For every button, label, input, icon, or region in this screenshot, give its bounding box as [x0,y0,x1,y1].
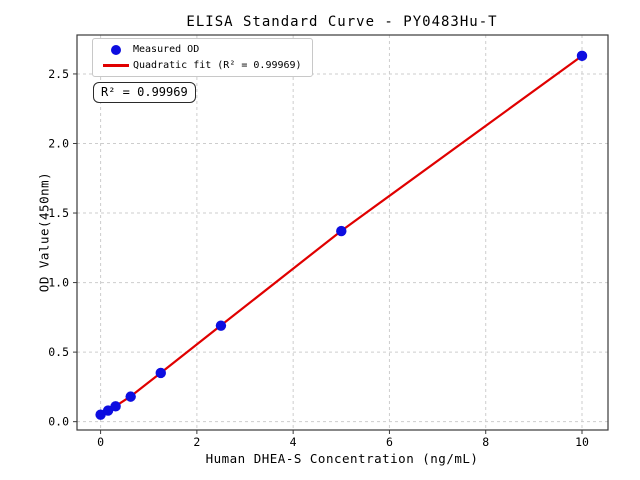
x-tick-label: 2 [193,435,200,449]
data-point [155,367,166,379]
legend-marker-cell [99,64,133,67]
x-tick-label: 10 [575,435,589,449]
x-tick-label: 8 [482,435,489,449]
measured-od-dot-icon [111,44,121,55]
legend-label-quadratic-fit: Quadratic fit (R² = 0.99969) [133,60,302,71]
data-point [576,50,588,62]
plot-frame [76,34,609,431]
data-point [125,391,136,402]
y-tick-label: 0.5 [48,345,69,359]
legend-entry-measured-od: Measured OD [99,44,302,55]
x-tick-label: 0 [97,435,104,449]
y-tick-label: 1.5 [48,206,69,220]
y-tick-label: 2.5 [48,67,69,81]
legend: Measured OD Quadratic fit (R² = 0.99969) [92,38,313,77]
legend-label-measured-od: Measured OD [133,44,200,55]
data-point [336,225,347,237]
r-squared-annotation: R² = 0.99969 [93,82,196,103]
x-axis-label: Human DHEA-S Concentration (ng/mL) [205,451,479,466]
x-tick-label: 6 [386,435,393,449]
chart-title: ELISA Standard Curve - PY0483Hu-T [186,14,498,30]
y-tick-label: 1.0 [48,276,69,290]
legend-entry-quadratic-fit: Quadratic fit (R² = 0.99969) [99,60,302,71]
y-tick-label: 0.0 [48,415,69,429]
x-tick-label: 4 [290,435,297,449]
legend-marker-cell [99,44,133,55]
data-point [215,320,227,331]
quadratic-fit-line-icon [103,64,129,67]
y-tick-label: 2.0 [48,136,69,150]
data-point [110,401,121,412]
